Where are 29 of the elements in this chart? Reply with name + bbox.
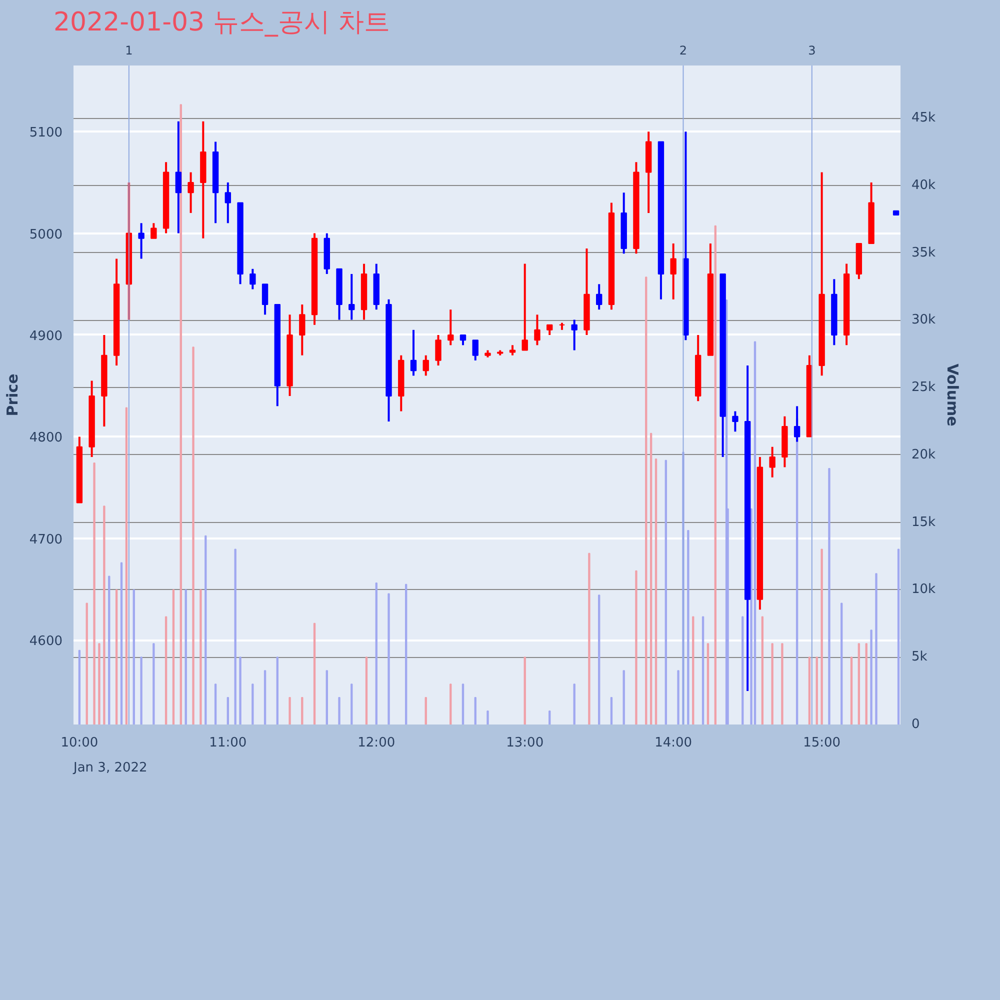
y-tick-label: 4800 xyxy=(29,430,63,446)
y2-tick-label: 5k xyxy=(912,650,928,665)
x-tick-label: 13:00 xyxy=(506,736,544,750)
y-tick-label: 4700 xyxy=(29,532,63,548)
text: 1 xyxy=(125,44,133,58)
x-tick-label: 14:00 xyxy=(654,736,692,750)
y2-axis-title: Volume xyxy=(944,364,962,426)
y2-tick-label: 0 xyxy=(912,717,920,732)
y-axis-title: Price xyxy=(3,374,22,416)
y2-tick-label: 35k xyxy=(912,245,936,260)
y-tick-label: 5000 xyxy=(29,227,63,242)
x-tick-label: 10:00 xyxy=(60,736,98,750)
y-tick-label: 4600 xyxy=(29,634,63,650)
y2-tick-label: 30k xyxy=(912,312,936,328)
x-tick-label: 12:00 xyxy=(358,736,396,750)
y-tick-label: 4900 xyxy=(29,329,63,344)
text: 3 xyxy=(808,44,816,58)
y2-tick-label: 45k xyxy=(912,110,936,126)
y-tick-label: 5100 xyxy=(29,126,63,141)
text: Jan 3, 2022 xyxy=(72,760,148,776)
x-tick-label: 11:00 xyxy=(209,736,247,750)
y2-tick-label: 40k xyxy=(912,178,936,193)
text: 2 xyxy=(679,44,688,58)
y2-tick-label: 25k xyxy=(912,380,936,396)
x-tick-label: 15:00 xyxy=(803,736,841,750)
y2-tick-label: 15k xyxy=(912,514,936,530)
chart-title: 2022-01-03 뉴스_공시 차트 xyxy=(54,8,390,38)
y2-tick-label: 20k xyxy=(912,447,936,462)
y2-tick-label: 10k xyxy=(912,582,936,598)
